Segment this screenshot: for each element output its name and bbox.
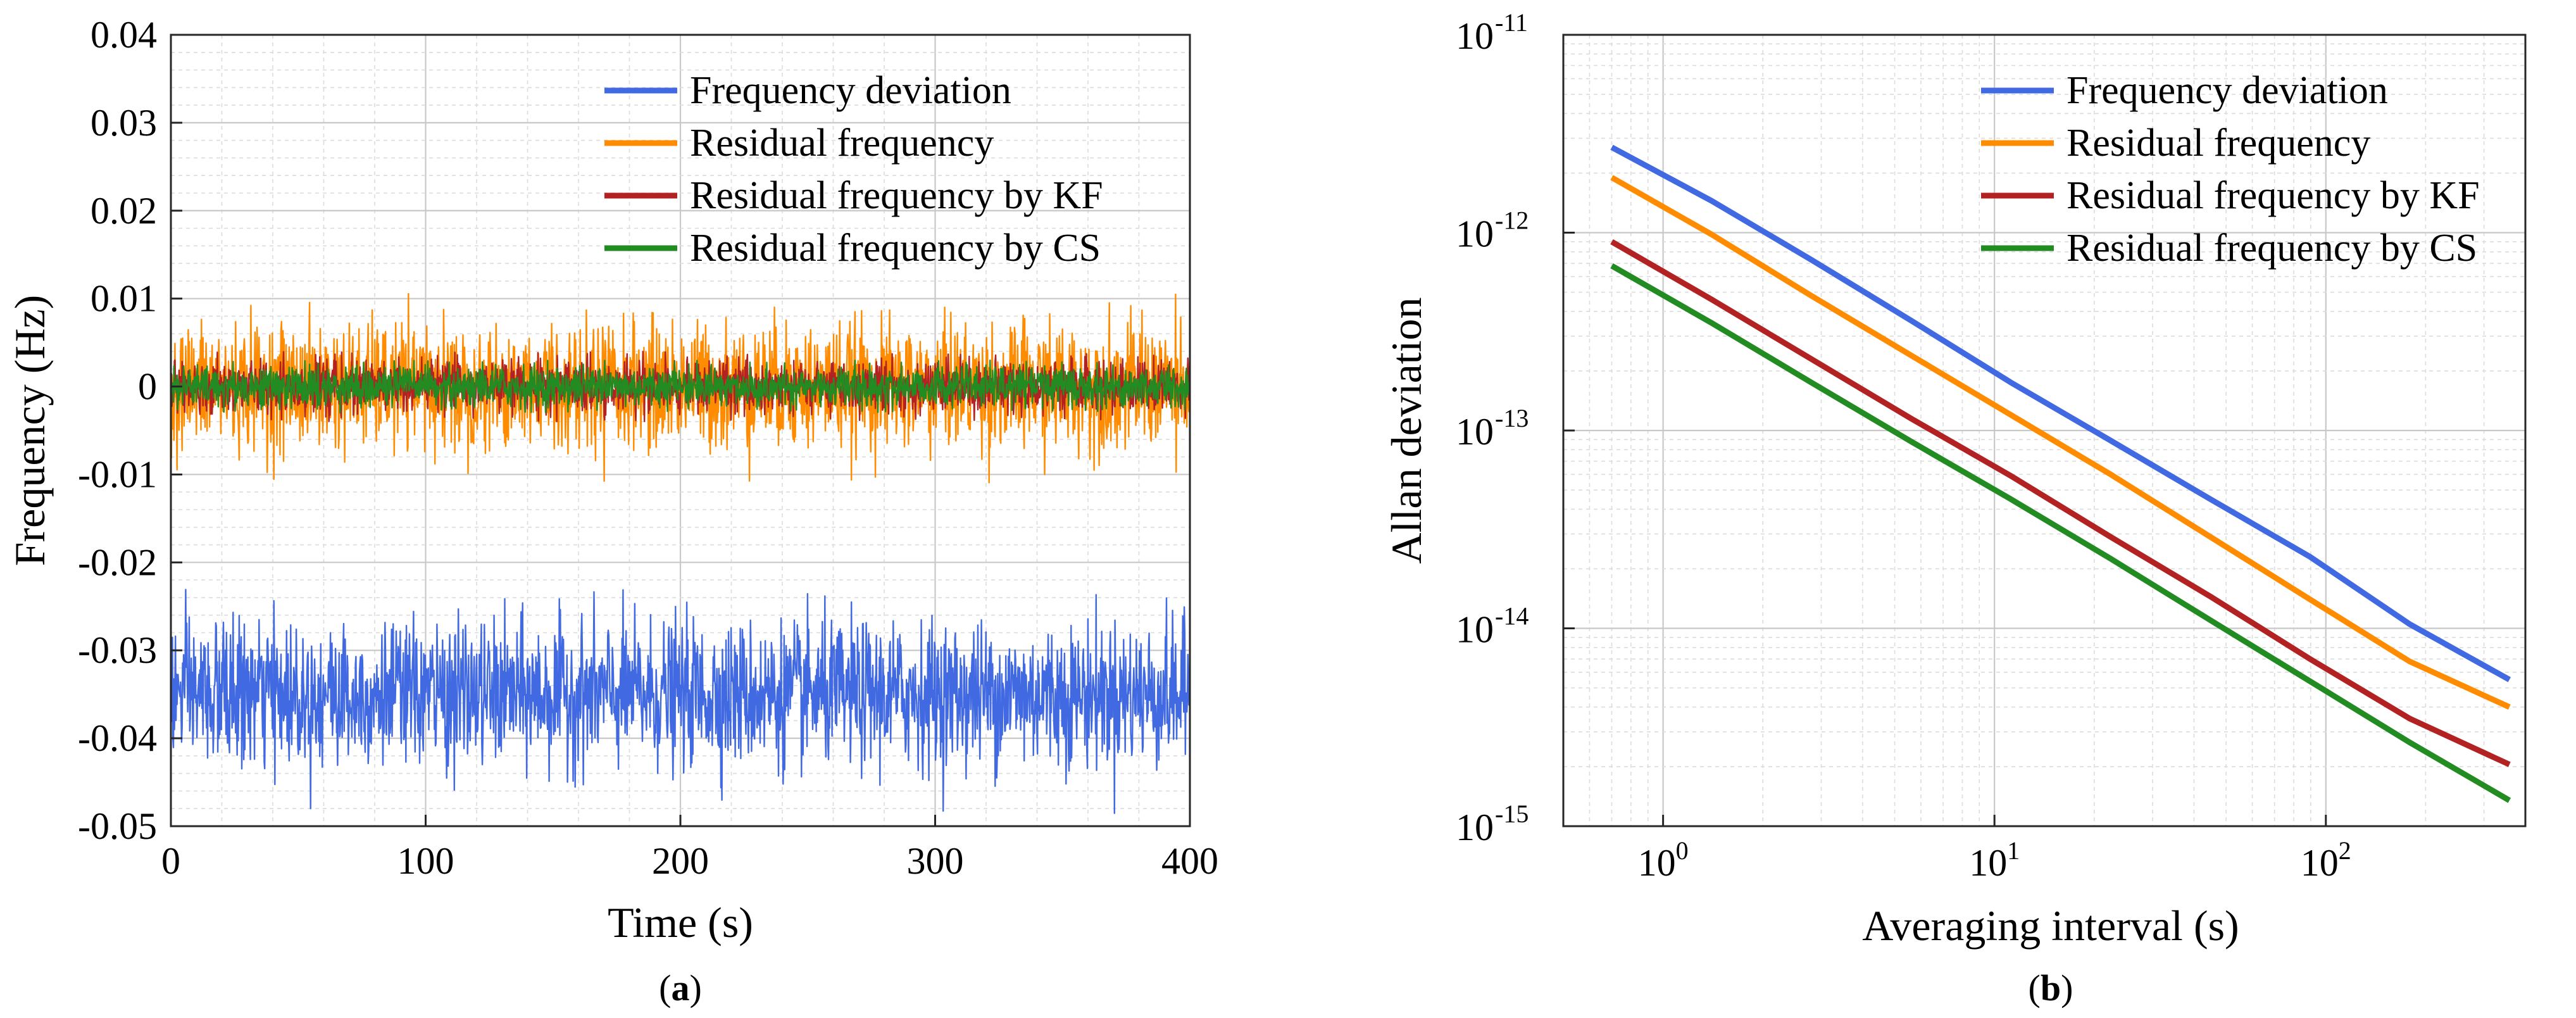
panel-a-ytick-label: -0.05 [78, 805, 157, 847]
panel-a-ytick-label: 0.01 [91, 278, 157, 320]
panel-a-series [170, 292, 1191, 814]
panel-b-xtick-base: 10 [2301, 842, 2339, 884]
panel-a-label: (a) [659, 967, 702, 1009]
panel-a-legend-label-2: Residual frequency by KF [690, 174, 1103, 217]
panel-b-ytick-exp: -14 [1495, 602, 1529, 631]
panel-b-ytick-label: 10 [1456, 807, 1494, 848]
panel-a-xtick-label: 0 [161, 840, 180, 882]
panel-b-ytick-base: 10 [1456, 609, 1494, 651]
panel-a-legend-label-3: Residual frequency by CS [690, 227, 1101, 270]
panel-b-label: (b) [2029, 967, 2073, 1009]
panel-b-xtick-label: 100 [1638, 836, 1689, 884]
panel-b-series [1610, 144, 2511, 803]
panel-a-xtick-label: 200 [652, 840, 709, 882]
panel-b-ytick-label: 10 [1456, 213, 1494, 255]
panel-a-xtick-label: 100 [397, 840, 454, 882]
panel-a-ytick-label: 0.04 [91, 14, 157, 56]
panel-b-ytick-exp: -15 [1495, 800, 1529, 828]
panel-b-ytick-base: 10 [1456, 213, 1494, 255]
panel-a-legend: Frequency deviation Residual frequency Res… [604, 69, 1103, 270]
panel-b-ylabel: Allan deviation [1382, 297, 1430, 563]
panel-b-xtick-label: 102 [2301, 836, 2351, 884]
panel-a-xtick-label: 300 [907, 840, 964, 882]
panel-b-series-1 [1610, 175, 2511, 710]
panel-b-xtick-exp: 0 [1676, 836, 1689, 865]
panel-b-grid [1563, 35, 2526, 827]
panel-b-legend-label-1: Residual frequency [2066, 122, 2370, 165]
panel-a-ylabel: Frequency (Hz) [6, 295, 54, 567]
panel-a-legend-label-1: Residual frequency [690, 122, 994, 165]
panel-a-chart: 0 100 200 300 400 -0.05 -0.04 -0.03 -0.02 -0.01 0 0… [6, 14, 1218, 1009]
panel-a-series-0 [170, 589, 1191, 814]
panel-b-legend-label-2: Residual frequency by KF [2066, 174, 2480, 217]
panel-b-ytick-label: 10 [1456, 15, 1494, 57]
panel-a-xlabel: Time (s) [608, 898, 753, 946]
panel-b-ytick-exp: -13 [1495, 404, 1529, 432]
panel-b-xtick-label: 101 [1969, 836, 2020, 884]
panel-a-xtick-label: 400 [1161, 840, 1218, 882]
panel-b-xtick-exp: 2 [2339, 836, 2351, 865]
panel-b-label-letter: b [2041, 967, 2061, 1009]
panel-a-ytick-label: 0 [138, 366, 157, 408]
panel-b-ytick-label: 10 [1456, 411, 1494, 453]
panel-a-label-letter: a [672, 967, 690, 1009]
panel-a-ytick-label: 0.02 [91, 190, 157, 232]
panel-a-series-3 [170, 359, 1191, 414]
panel-b-ytick-base: 10 [1456, 15, 1494, 57]
panel-b-series-2 [1610, 239, 2511, 767]
panel-b-ytick-exp: -12 [1495, 206, 1529, 235]
panel-a-ytick-label: -0.04 [78, 717, 157, 759]
panel-a-ticks: 0 100 200 300 400 -0.05 -0.04 -0.03 -0.02 -0.01 0 0… [78, 14, 1218, 882]
panel-b-series-0 [1610, 144, 2511, 682]
panel-b-legend-label-3: Residual frequency by CS [2066, 227, 2477, 270]
panel-b-ytick-base: 10 [1456, 411, 1494, 453]
panel-b-xlabel: Averaging interval (s) [1862, 902, 2239, 950]
panel-b-legend-label-0: Frequency deviation [2066, 69, 2388, 112]
panel-a-ytick-label: -0.02 [78, 541, 157, 583]
panel-a-ytick-label: -0.01 [78, 453, 157, 495]
panel-a-ytick-label: -0.03 [78, 629, 157, 671]
panel-b-legend: Frequency deviation Residual frequency Res… [1981, 69, 2480, 270]
panel-a-ytick-label: 0.03 [91, 102, 157, 144]
panel-a-legend-label-0: Frequency deviation [690, 69, 1011, 112]
panel-b-xtick-base: 10 [1969, 842, 2007, 884]
panel-b-ytick-base: 10 [1456, 807, 1494, 848]
panel-b-xtick-exp: 1 [2007, 836, 2020, 865]
panel-b-xtick-base: 10 [1638, 842, 1676, 884]
panel-b-ytick-exp: -11 [1495, 8, 1528, 37]
panel-b-series-3 [1610, 263, 2511, 803]
panel-b-ytick-label: 10 [1456, 609, 1494, 651]
